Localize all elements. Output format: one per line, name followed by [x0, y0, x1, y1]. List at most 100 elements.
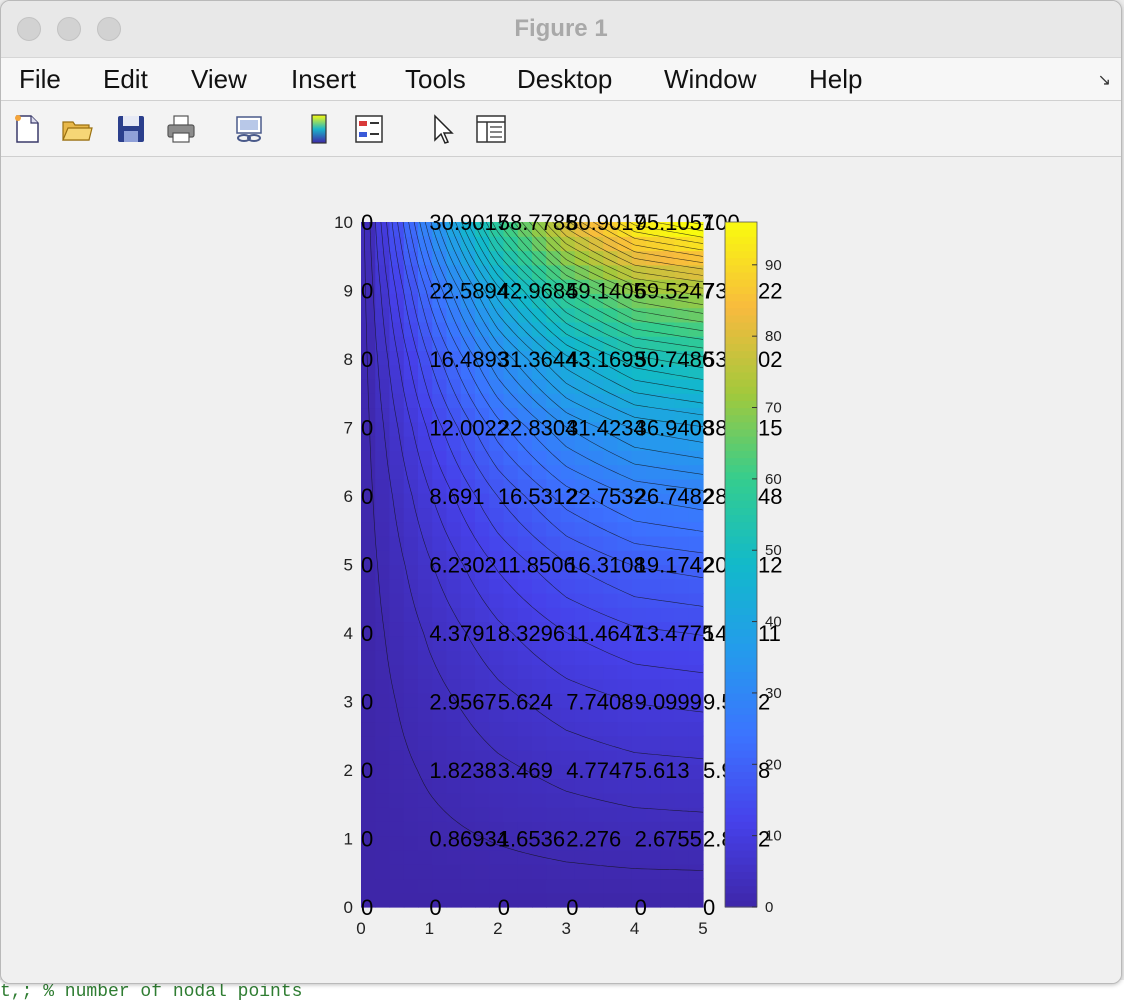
contour-fill-cell: [375, 535, 391, 551]
colorbar-segment: [725, 486, 757, 494]
contour-fill-cell: [674, 821, 690, 837]
contour-fill-cell: [361, 493, 376, 509]
contour-fill-cell: [432, 250, 448, 266]
contour-fill-cell: [389, 849, 405, 865]
contour-fill-cell: [460, 678, 476, 694]
contour-fill-cell: [560, 307, 576, 323]
contour-fill-cell: [418, 593, 433, 608]
contour-fill-cell: [631, 236, 647, 252]
contour-fill-cell: [517, 350, 533, 366]
contour-fill-cell: [503, 236, 519, 252]
contour-fill-cell: [418, 750, 433, 765]
contour-fill-cell: [688, 279, 704, 294]
open-file-icon[interactable]: [61, 113, 93, 145]
contour-fill-cell: [560, 864, 576, 880]
contour-fill-cell: [688, 878, 704, 894]
contour-fill-cell: [432, 707, 448, 723]
contour-fill-cell: [403, 279, 419, 294]
contour-fill-cell: [418, 635, 433, 651]
title-bar[interactable]: Figure 1: [1, 1, 1121, 57]
colorbar-segment: [725, 307, 757, 316]
contour-fill-cell: [674, 650, 690, 665]
contour-fill-cell: [403, 450, 419, 466]
contour-fill-cell: [631, 535, 647, 551]
contour-fill-cell: [475, 393, 490, 409]
contour-fill-cell: [674, 279, 690, 294]
contour-fill-cell: [418, 821, 433, 837]
menu-window[interactable]: Window: [664, 64, 757, 94]
colorbar-tick-label: 0: [765, 899, 773, 916]
contour-line: [386, 221, 704, 674]
contour-fill-cell: [432, 279, 448, 294]
contour-line: [479, 221, 704, 369]
contour-fill-cell: [546, 478, 562, 494]
contour-fill-cell: [418, 807, 433, 822]
contour-fill-cell: [674, 635, 690, 651]
value-label: 0: [566, 895, 578, 920]
print-icon[interactable]: [165, 113, 197, 145]
contour-fill-cell: [517, 521, 533, 537]
minimize-window-button[interactable]: [57, 17, 81, 41]
contour-fill-cell: [674, 707, 690, 723]
x-tick-label: 5: [698, 919, 707, 938]
colorbar-segment: [725, 386, 757, 394]
contour-fill-cell: [475, 864, 490, 880]
contour-line: [491, 221, 704, 349]
contour-fill-cell: [646, 578, 661, 594]
contour-fill-cell: [446, 478, 462, 494]
menu-help[interactable]: Help: [809, 64, 863, 94]
contour-fill-cell: [418, 621, 433, 637]
contour-fill-cell: [546, 792, 562, 808]
colorbar-segment: [725, 864, 757, 872]
menu-edit[interactable]: Edit: [103, 64, 148, 94]
contour-fill-cell: [489, 650, 505, 665]
contour-fill-cell: [674, 493, 690, 509]
contour-fill-cell: [660, 821, 676, 837]
edit-plot-pointer-icon[interactable]: [427, 113, 459, 145]
value-label: 0: [361, 690, 373, 715]
contour-fill-cell: [546, 821, 562, 837]
contour-fill-cell: [560, 378, 576, 394]
contour-fill-cell: [460, 393, 476, 409]
menu-file[interactable]: File: [19, 64, 61, 94]
contour-fill-cell: [503, 821, 519, 837]
contour-fill-cell: [503, 735, 519, 751]
menu-insert[interactable]: Insert: [291, 64, 357, 94]
contour-fill-cell: [574, 721, 590, 737]
contour-fill-cell: [389, 735, 405, 751]
colorbar-segment: [725, 286, 757, 294]
property-inspector-icon[interactable]: [475, 113, 507, 145]
new-figure-icon[interactable]: [11, 113, 43, 145]
menu-desktop[interactable]: Desktop: [517, 64, 613, 94]
contour-fill-cell: [517, 393, 533, 409]
value-label: 0: [361, 416, 373, 441]
menu-view[interactable]: View: [191, 64, 247, 94]
contour-fill-cell: [674, 593, 690, 608]
colorbar-segment: [725, 557, 757, 566]
contour-fill-cell: [517, 364, 533, 380]
value-label: 5.613: [635, 758, 690, 783]
insert-legend-icon[interactable]: [353, 113, 385, 145]
y-tick-label: 7: [344, 419, 353, 438]
colorbar-segment: [725, 828, 757, 837]
value-label: 0: [429, 895, 441, 920]
colorbar-segment: [725, 393, 757, 401]
save-icon[interactable]: [115, 113, 147, 145]
contour-fill-cell: [603, 407, 619, 423]
contour-fill-cell: [603, 635, 619, 651]
contour-fill-cell: [418, 521, 433, 537]
contour-fill-cell: [418, 236, 433, 252]
menu-tools[interactable]: Tools: [405, 64, 466, 94]
y-tick-label: 10: [334, 213, 353, 232]
close-window-button[interactable]: [17, 17, 41, 41]
insert-colorbar-icon[interactable]: [303, 113, 335, 145]
contour-fill-cell: [432, 678, 448, 694]
zoom-window-button[interactable]: [97, 17, 121, 41]
link-plot-icon[interactable]: [233, 113, 265, 145]
contour-fill-cell: [532, 550, 547, 566]
dock-arrow-icon[interactable]: ↘: [1097, 72, 1111, 89]
contour-fill-cell: [688, 792, 704, 808]
colorbar-segment: [725, 521, 757, 530]
contour-fill-cell: [674, 849, 690, 865]
